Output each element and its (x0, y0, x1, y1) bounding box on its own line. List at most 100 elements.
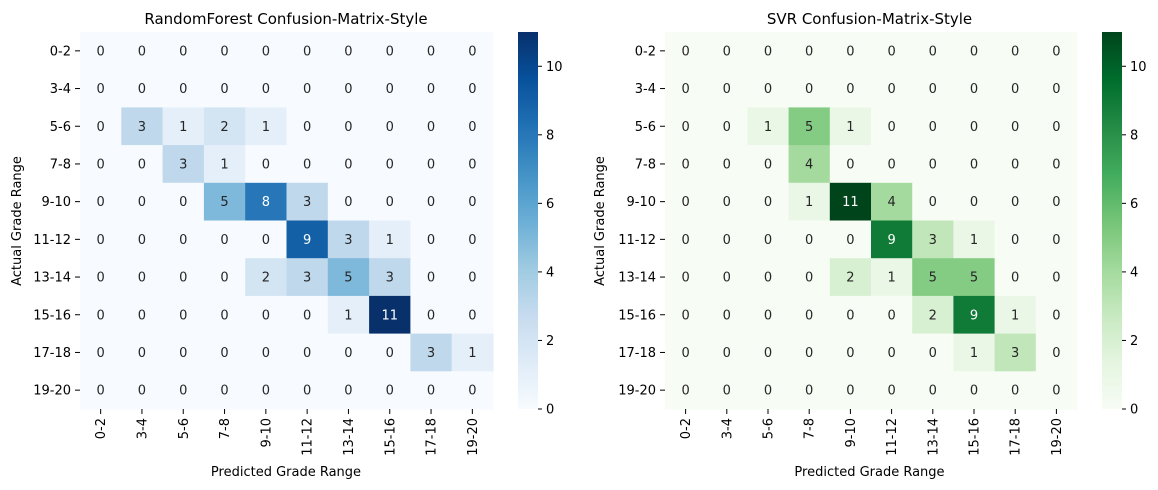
heatmap-cell (162, 295, 205, 335)
y-tick-label: 0-2 (50, 44, 71, 59)
cell-value-label: 0 (929, 82, 937, 97)
cell-value-label: 0 (386, 384, 394, 399)
heatmap-cell (451, 182, 494, 222)
y-axis: 0-2 3-4 5-6 7-8 9-10 11-12 13-14 15-16 17-18 19-2… (33, 44, 80, 399)
cell-value-label: 0 (970, 384, 978, 399)
cell-value-label: 0 (723, 308, 731, 323)
cell-value-label: 0 (1011, 271, 1019, 286)
cell-value-label: 3 (303, 195, 311, 210)
heatmap-cell (80, 69, 122, 108)
cell-value-label: 1 (468, 346, 476, 361)
heatmap-cell (829, 371, 872, 410)
heatmap-cell (871, 258, 913, 297)
heatmap-cell (953, 145, 996, 184)
x-tick-label: 11-12 (885, 418, 900, 456)
x-tick-label: 9-10 (844, 418, 859, 448)
heatmap-cell (747, 295, 790, 335)
heatmap-cell (953, 295, 996, 335)
cell-value-label: 0 (344, 346, 352, 361)
x-axis-label: Predicted Grade Range (211, 465, 361, 480)
heatmap-cell (121, 333, 164, 372)
cell-value-label: 0 (303, 346, 311, 361)
y-axis-label: Actual Grade Range (10, 156, 25, 286)
heatmap-cell (871, 182, 913, 222)
cell-value-label: 0 (138, 157, 146, 172)
cell-value-label: 0 (805, 82, 813, 97)
heatmap-cell (203, 258, 246, 297)
cell-value-label: 0 (846, 384, 854, 399)
cell-value-label: 0 (764, 346, 772, 361)
heatmap-cell (245, 220, 288, 259)
cell-value-label: 0 (344, 82, 352, 97)
heatmap-cell (871, 295, 913, 335)
cell-value-label: 0 (846, 233, 854, 248)
heatmap-cell (953, 371, 996, 410)
heatmap-cell (994, 333, 1037, 372)
cell-value-label: 0 (97, 271, 105, 286)
heatmap-cell (121, 145, 164, 184)
cell-value-label: 0 (427, 271, 435, 286)
cell-value-label: 0 (970, 44, 978, 59)
heatmap-cell (369, 107, 411, 146)
heatmap-cell (245, 145, 288, 184)
cell-value-label: 0 (929, 346, 937, 361)
heatmap-cell (1035, 32, 1078, 71)
cell-value-label: 0 (97, 308, 105, 323)
heatmap-cell (747, 333, 790, 372)
cell-value-label: 0 (344, 120, 352, 135)
x-tick-label: 19-20 (466, 418, 481, 456)
y-tick-label: 19-20 (618, 384, 656, 399)
cell-value-label: 0 (179, 82, 187, 97)
cell-value-label: 0 (138, 384, 146, 399)
heatmap-cell (121, 295, 164, 335)
cell-value-label: 0 (887, 308, 895, 323)
cell-value-label: 0 (887, 157, 895, 172)
heatmap-cell (203, 69, 246, 108)
heatmap-cell (912, 182, 954, 222)
cell-value-label: 0 (303, 82, 311, 97)
heatmap-cell (286, 69, 329, 108)
heatmap-cell (121, 182, 164, 222)
heatmap-cell (706, 258, 748, 297)
heatmap-cell (953, 69, 996, 108)
heatmap-cell (451, 258, 494, 297)
x-axis: 0-2 3-4 5-6 7-8 9-10 11-12 13-14 15-16 17-18 19-2… (679, 409, 1065, 456)
colorbar-tick-label: 6 (546, 197, 554, 212)
heatmap-cell (912, 32, 954, 71)
heatmap-cell (953, 182, 996, 222)
cell-value-label: 9 (303, 233, 311, 248)
cell-value-label: 3 (344, 233, 352, 248)
heatmap-cell (788, 145, 831, 184)
cell-value-label: 0 (427, 44, 435, 59)
svr-heatmap-panel: SVR Confusion-Matrix-Style Predicted Gra… (593, 10, 1147, 480)
cell-value-label: 0 (764, 44, 772, 59)
heatmap-cell (1035, 145, 1078, 184)
cell-value-label: 0 (887, 120, 895, 135)
cell-value-label: 0 (97, 82, 105, 97)
heatmap-cell (994, 182, 1037, 222)
cell-value-label: 0 (1052, 233, 1060, 248)
heatmap-cell (369, 371, 411, 410)
cell-value-label: 4 (887, 195, 895, 210)
x-tick-label: 7-8 (803, 418, 818, 439)
y-axis: 0-2 3-4 5-6 7-8 9-10 11-12 13-14 15-16 17-18 19-2… (618, 44, 665, 399)
cell-value-label: 0 (723, 384, 731, 399)
heatmap-cell (953, 220, 996, 259)
heatmap-cell (121, 258, 164, 297)
heatmap-cell (410, 258, 453, 297)
heatmap-cell (162, 333, 205, 372)
heatmap-cell (162, 258, 205, 297)
heatmap-cell (665, 220, 707, 259)
heatmap-cell (788, 295, 831, 335)
heatmap-cell (665, 69, 707, 108)
x-tick-label: 13-14 (342, 418, 357, 456)
heatmap-cell (410, 220, 453, 259)
heatmap-cell (1035, 69, 1078, 108)
heatmap-cell (203, 220, 246, 259)
cell-value-label: 0 (468, 384, 476, 399)
heatmap-cell (829, 32, 872, 71)
cell-value-label: 1 (386, 233, 394, 248)
cell-value-label: 1 (805, 195, 813, 210)
heatmap-cell (245, 371, 288, 410)
